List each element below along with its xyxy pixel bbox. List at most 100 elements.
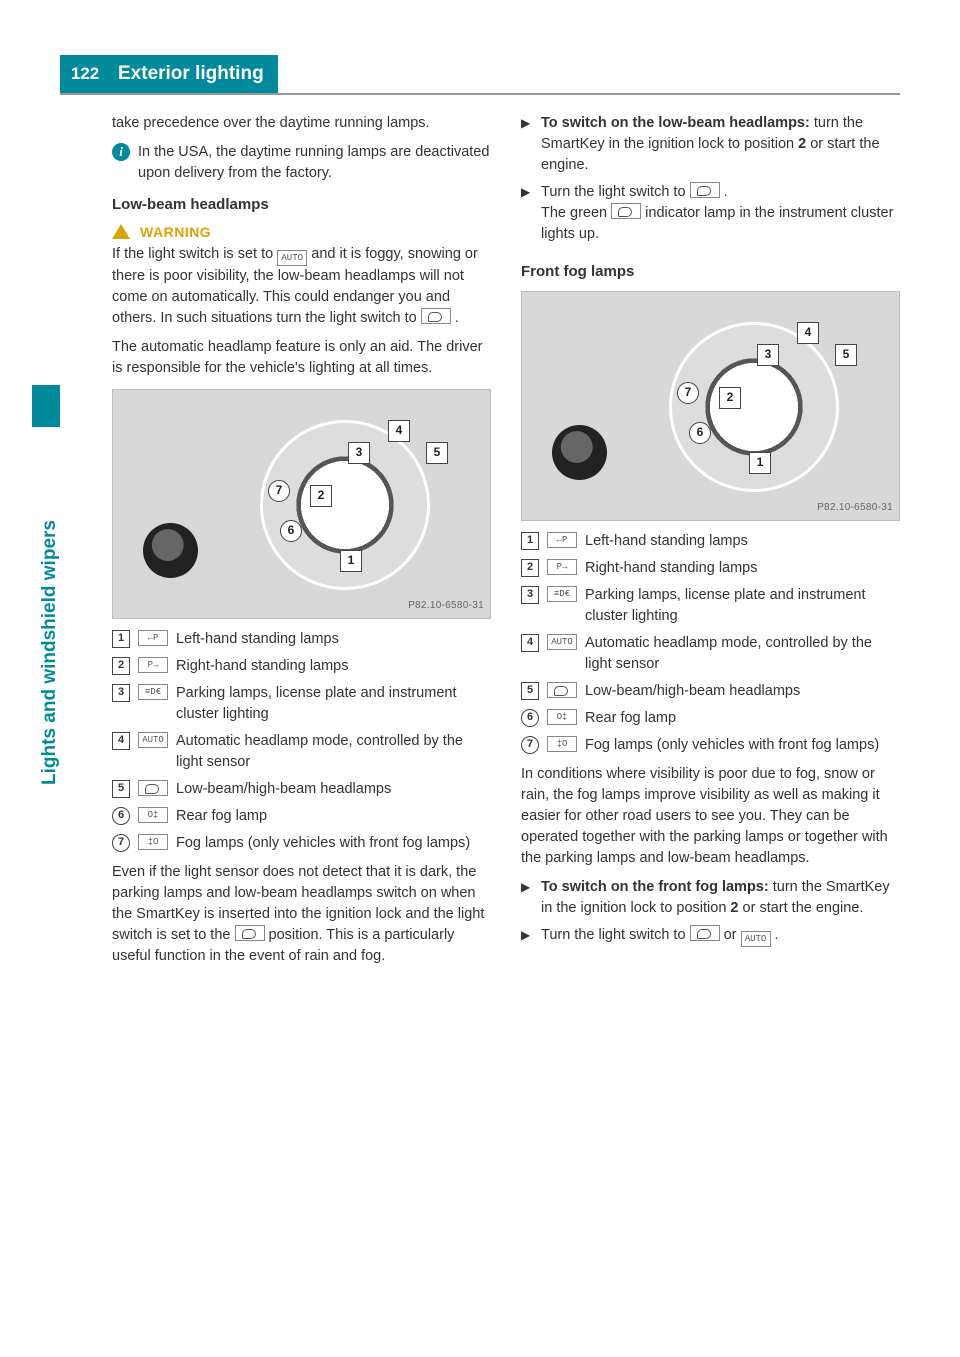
secondary-knob (552, 425, 607, 480)
left-standing-symbol-icon: ←P (138, 630, 168, 646)
heading-low-beam: Low-beam headlamps (112, 194, 491, 216)
left-column: take precedence over the daytime running… (112, 113, 491, 975)
warn-t1c: . (455, 310, 459, 326)
warning-block: WARNING If the light switch is set to AU… (112, 222, 491, 379)
step-text: Turn the light switch to or AUTO . (541, 925, 779, 947)
callout-7: 7 (677, 382, 699, 404)
callout-7: 7 (268, 480, 290, 502)
callout-5: 5 (426, 442, 448, 464)
page-header: 122 Exterior lighting (60, 55, 900, 95)
step-fog-1: ▶ To switch on the front fog lamps: turn… (521, 877, 900, 919)
legend-text-2: Right-hand standing lamps (585, 558, 758, 579)
legend-num-1: 1 (521, 532, 539, 550)
f2a: Turn the light switch to (541, 927, 690, 943)
warning-label: WARNING (140, 224, 211, 240)
front-fog-symbol-icon: ‡O (138, 834, 168, 850)
rear-fog-symbol-icon: O‡ (138, 807, 168, 823)
parking-symbol-icon: ≡D€ (547, 586, 577, 602)
legend-4: 4 AUTO Automatic headlamp mode, controll… (112, 731, 491, 773)
heading-front-fog: Front fog lamps (521, 261, 900, 283)
legend-num-6: 6 (521, 709, 539, 727)
front-fog-symbol-icon: ‡O (547, 736, 577, 752)
warn-t1a: If the light switch is set to (112, 246, 277, 262)
callout-2: 2 (719, 387, 741, 409)
content-area: take precedence over the daytime running… (112, 113, 900, 975)
legend-text-7: Fog lamps (only vehicles with front fog … (585, 735, 879, 756)
light-switch-figure-2: 1 2 3 4 5 6 7 P82.10-6580-31 (521, 291, 900, 521)
legend-3b: 3 ≡D€ Parking lamps, license plate and i… (521, 585, 900, 627)
legend-text-3: Parking lamps, license plate and instrum… (176, 683, 491, 725)
legend-7b: 7 ‡O Fog lamps (only vehicles with front… (521, 735, 900, 756)
legend-num-2: 2 (112, 657, 130, 675)
legend-num-6: 6 (112, 807, 130, 825)
callout-4: 4 (797, 322, 819, 344)
legend-num-4: 4 (112, 732, 130, 750)
legend-text-6: Rear fog lamp (176, 806, 267, 827)
step-low-beam-1: ▶ To switch on the low-beam headlamps: t… (521, 113, 900, 176)
side-tab (32, 385, 60, 427)
legend-num-3: 3 (112, 684, 130, 702)
legend-1: 1 ←P Left-hand standing lamps (112, 629, 491, 650)
callout-2: 2 (310, 485, 332, 507)
intro-text: take precedence over the daytime running… (112, 113, 491, 134)
legend-6: 6 O‡ Rear fog lamp (112, 806, 491, 827)
legend-num-1: 1 (112, 630, 130, 648)
callout-1: 1 (749, 452, 771, 474)
figure-caption: P82.10-6580-31 (408, 599, 484, 614)
f1b: To switch on the front fog lamps: (541, 879, 769, 895)
step-marker-icon: ▶ (521, 927, 533, 947)
callout-6: 6 (689, 422, 711, 444)
f2c: . (775, 927, 779, 943)
callout-6: 6 (280, 520, 302, 542)
callout-3: 3 (348, 442, 370, 464)
legend-text-1: Left-hand standing lamps (176, 629, 339, 650)
f1e: or start the engine. (743, 900, 864, 916)
callout-1: 1 (340, 550, 362, 572)
warning-triangle-icon (112, 224, 130, 239)
legend-3: 3 ≡D€ Parking lamps, license plate and i… (112, 683, 491, 725)
step-marker-icon: ▶ (521, 184, 533, 245)
callout-4: 4 (388, 420, 410, 442)
legend-text-7: Fog lamps (only vehicles with front fog … (176, 833, 470, 854)
legend-2b: 2 P→ Right-hand standing lamps (521, 558, 900, 579)
parking-symbol-icon: ≡D€ (138, 684, 168, 700)
figure-caption: P82.10-6580-31 (817, 501, 893, 516)
right-standing-symbol-icon: P→ (547, 559, 577, 575)
legend-text-6: Rear fog lamp (585, 708, 676, 729)
side-chapter-label: Lights and windshield wipers (36, 435, 64, 785)
callout-3: 3 (757, 344, 779, 366)
f1p: 2 (730, 900, 738, 916)
step-marker-icon: ▶ (521, 879, 533, 919)
legend-text-5: Low-beam/high-beam headlamps (585, 681, 800, 702)
legend-4b: 4 AUTO Automatic headlamp mode, controll… (521, 633, 900, 675)
legend-text-3: Parking lamps, license plate and instrum… (585, 585, 900, 627)
low-beam-symbol-icon (690, 925, 720, 941)
legend-text-5: Low-beam/high-beam headlamps (176, 779, 391, 800)
rear-fog-symbol-icon: O‡ (547, 709, 577, 725)
s2b: . (724, 184, 728, 200)
auto-symbol-icon: AUTO (138, 732, 168, 748)
legend-text-1: Left-hand standing lamps (585, 531, 748, 552)
fog-para: In conditions where visibility is poor d… (521, 764, 900, 869)
step-marker-icon: ▶ (521, 115, 533, 176)
legend-5b: 5 Low-beam/high-beam headlamps (521, 681, 900, 702)
info-text: In the USA, the daytime running lamps ar… (138, 142, 491, 184)
warning-header: WARNING (112, 222, 491, 244)
step-text: To switch on the front fog lamps: turn t… (541, 877, 900, 919)
auto-symbol-icon: AUTO (547, 634, 577, 650)
section-title: Exterior lighting (110, 55, 278, 93)
s2a: Turn the light switch to (541, 184, 690, 200)
s1p: 2 (798, 136, 806, 152)
f2b: or (724, 927, 741, 943)
right-column: ▶ To switch on the low-beam headlamps: t… (521, 113, 900, 975)
step-text: To switch on the low-beam headlamps: tur… (541, 113, 900, 176)
left-standing-symbol-icon: ←P (547, 532, 577, 548)
secondary-knob (143, 523, 198, 578)
low-beam-symbol-icon (611, 203, 641, 219)
legend-num-5: 5 (521, 682, 539, 700)
legend-text-2: Right-hand standing lamps (176, 656, 349, 677)
info-note: i In the USA, the daytime running lamps … (112, 142, 491, 184)
legend-num-7: 7 (521, 736, 539, 754)
legend-2: 2 P→ Right-hand standing lamps (112, 656, 491, 677)
legend-1b: 1 ←P Left-hand standing lamps (521, 531, 900, 552)
